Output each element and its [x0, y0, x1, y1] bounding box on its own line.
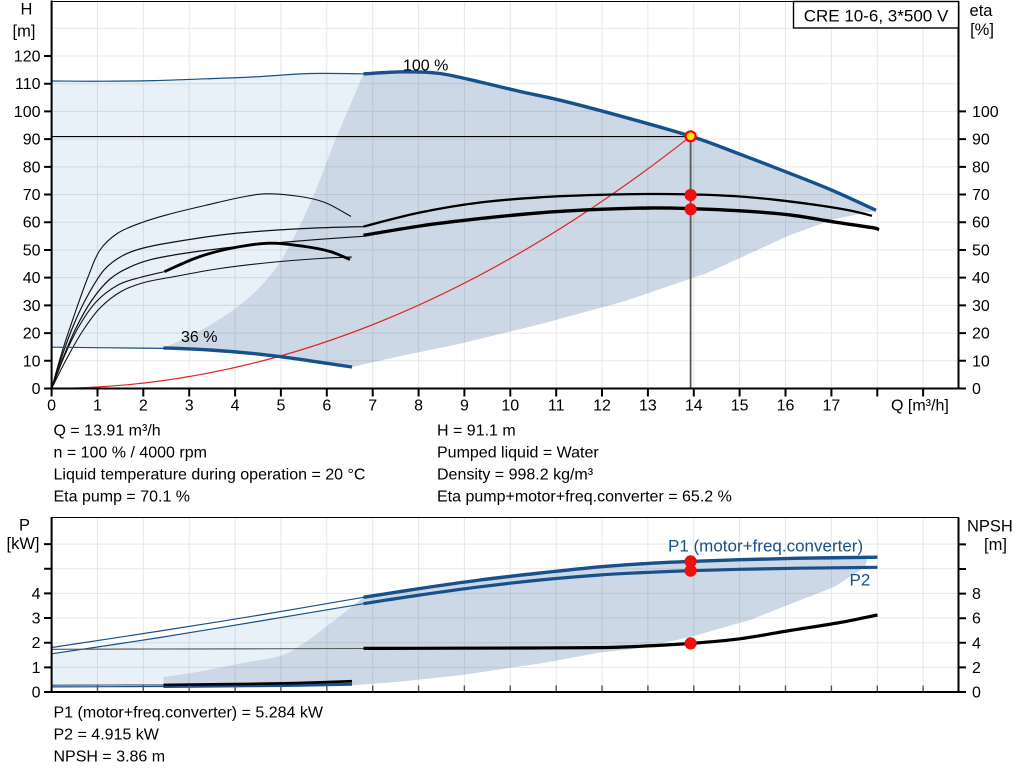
- svg-text:7: 7: [368, 398, 377, 415]
- svg-text:16: 16: [777, 398, 795, 415]
- svg-text:Eta pump = 70.1 %: Eta pump = 70.1 %: [54, 489, 191, 506]
- svg-text:36 %: 36 %: [181, 329, 217, 346]
- svg-text:30: 30: [972, 298, 990, 315]
- svg-text:80: 80: [23, 159, 41, 176]
- svg-text:20: 20: [23, 326, 41, 343]
- svg-text:0: 0: [47, 398, 56, 415]
- svg-text:NPSH = 3.86 m: NPSH = 3.86 m: [54, 749, 166, 766]
- svg-text:H = 91.1 m: H = 91.1 m: [437, 423, 516, 440]
- svg-text:4: 4: [32, 586, 41, 603]
- svg-text:110: 110: [15, 76, 41, 93]
- svg-text:100: 100: [14, 104, 41, 121]
- svg-text:100: 100: [972, 104, 999, 121]
- svg-text:50: 50: [23, 242, 41, 259]
- svg-text:6: 6: [322, 398, 331, 415]
- svg-text:8: 8: [414, 398, 423, 415]
- svg-text:90: 90: [972, 132, 990, 149]
- svg-text:3: 3: [185, 398, 194, 415]
- svg-text:50: 50: [972, 242, 990, 259]
- svg-text:1: 1: [32, 660, 41, 677]
- svg-text:11: 11: [548, 398, 565, 415]
- svg-text:[kW]: [kW]: [7, 535, 40, 553]
- svg-text:H: H: [21, 1, 33, 19]
- svg-text:100 %: 100 %: [403, 58, 448, 75]
- svg-text:10: 10: [23, 353, 41, 370]
- svg-text:12: 12: [593, 398, 611, 415]
- svg-text:9: 9: [460, 398, 469, 415]
- svg-text:80: 80: [972, 159, 990, 176]
- svg-text:3: 3: [32, 611, 41, 628]
- svg-text:90: 90: [23, 132, 41, 149]
- svg-text:10: 10: [972, 353, 990, 370]
- svg-text:40: 40: [972, 270, 990, 287]
- svg-text:0: 0: [32, 685, 41, 702]
- svg-text:Q = 13.91 m³/h: Q = 13.91 m³/h: [54, 423, 161, 440]
- svg-text:70: 70: [972, 187, 990, 204]
- svg-text:[m]: [m]: [984, 536, 1007, 554]
- svg-text:30: 30: [23, 298, 41, 315]
- svg-text:P2: P2: [850, 571, 871, 590]
- svg-text:20: 20: [972, 326, 990, 343]
- svg-text:4: 4: [231, 398, 240, 415]
- svg-text:2: 2: [32, 635, 41, 652]
- svg-text:P1 (motor+freq.converter) = 5.: P1 (motor+freq.converter) = 5.284 kW: [54, 705, 324, 722]
- svg-text:17: 17: [822, 398, 840, 415]
- svg-text:120: 120: [14, 48, 41, 65]
- svg-text:15: 15: [731, 398, 749, 415]
- svg-text:NPSH: NPSH: [967, 518, 1013, 536]
- svg-text:2: 2: [139, 398, 148, 415]
- svg-text:60: 60: [972, 215, 990, 232]
- svg-text:4: 4: [972, 635, 981, 652]
- svg-text:Pumped liquid = Water: Pumped liquid = Water: [437, 445, 599, 462]
- svg-text:6: 6: [972, 611, 981, 628]
- svg-text:[m]: [m]: [13, 23, 36, 41]
- svg-text:10: 10: [501, 398, 519, 415]
- svg-text:60: 60: [23, 215, 41, 232]
- svg-text:1: 1: [93, 398, 102, 415]
- svg-text:[%]: [%]: [970, 21, 994, 39]
- svg-text:eta: eta: [970, 2, 994, 20]
- svg-text:14: 14: [685, 398, 703, 415]
- svg-text:0: 0: [32, 381, 41, 398]
- svg-text:Eta pump+motor+freq.converter: Eta pump+motor+freq.converter = 65.2 %: [437, 489, 732, 506]
- svg-text:13: 13: [639, 398, 657, 415]
- svg-text:n = 100 % / 4000 rpm: n = 100 % / 4000 rpm: [54, 445, 207, 462]
- svg-text:P2 = 4.915 kW: P2 = 4.915 kW: [54, 727, 160, 744]
- svg-text:Liquid temperature during oper: Liquid temperature during operation = 20…: [54, 467, 366, 484]
- svg-text:Density = 998.2 kg/m³: Density = 998.2 kg/m³: [437, 467, 594, 484]
- svg-text:5: 5: [276, 398, 285, 415]
- svg-text:8: 8: [972, 586, 981, 603]
- svg-text:0: 0: [972, 381, 981, 398]
- svg-text:2: 2: [972, 660, 981, 677]
- svg-text:70: 70: [23, 187, 41, 204]
- svg-text:P1 (motor+freq.converter): P1 (motor+freq.converter): [668, 537, 863, 556]
- svg-text:40: 40: [23, 270, 41, 287]
- svg-text:0: 0: [972, 685, 981, 702]
- svg-text:CRE 10-6, 3*500 V: CRE 10-6, 3*500 V: [804, 7, 949, 26]
- svg-text:Q [m³/h]: Q [m³/h]: [891, 398, 949, 415]
- svg-text:P: P: [19, 517, 30, 535]
